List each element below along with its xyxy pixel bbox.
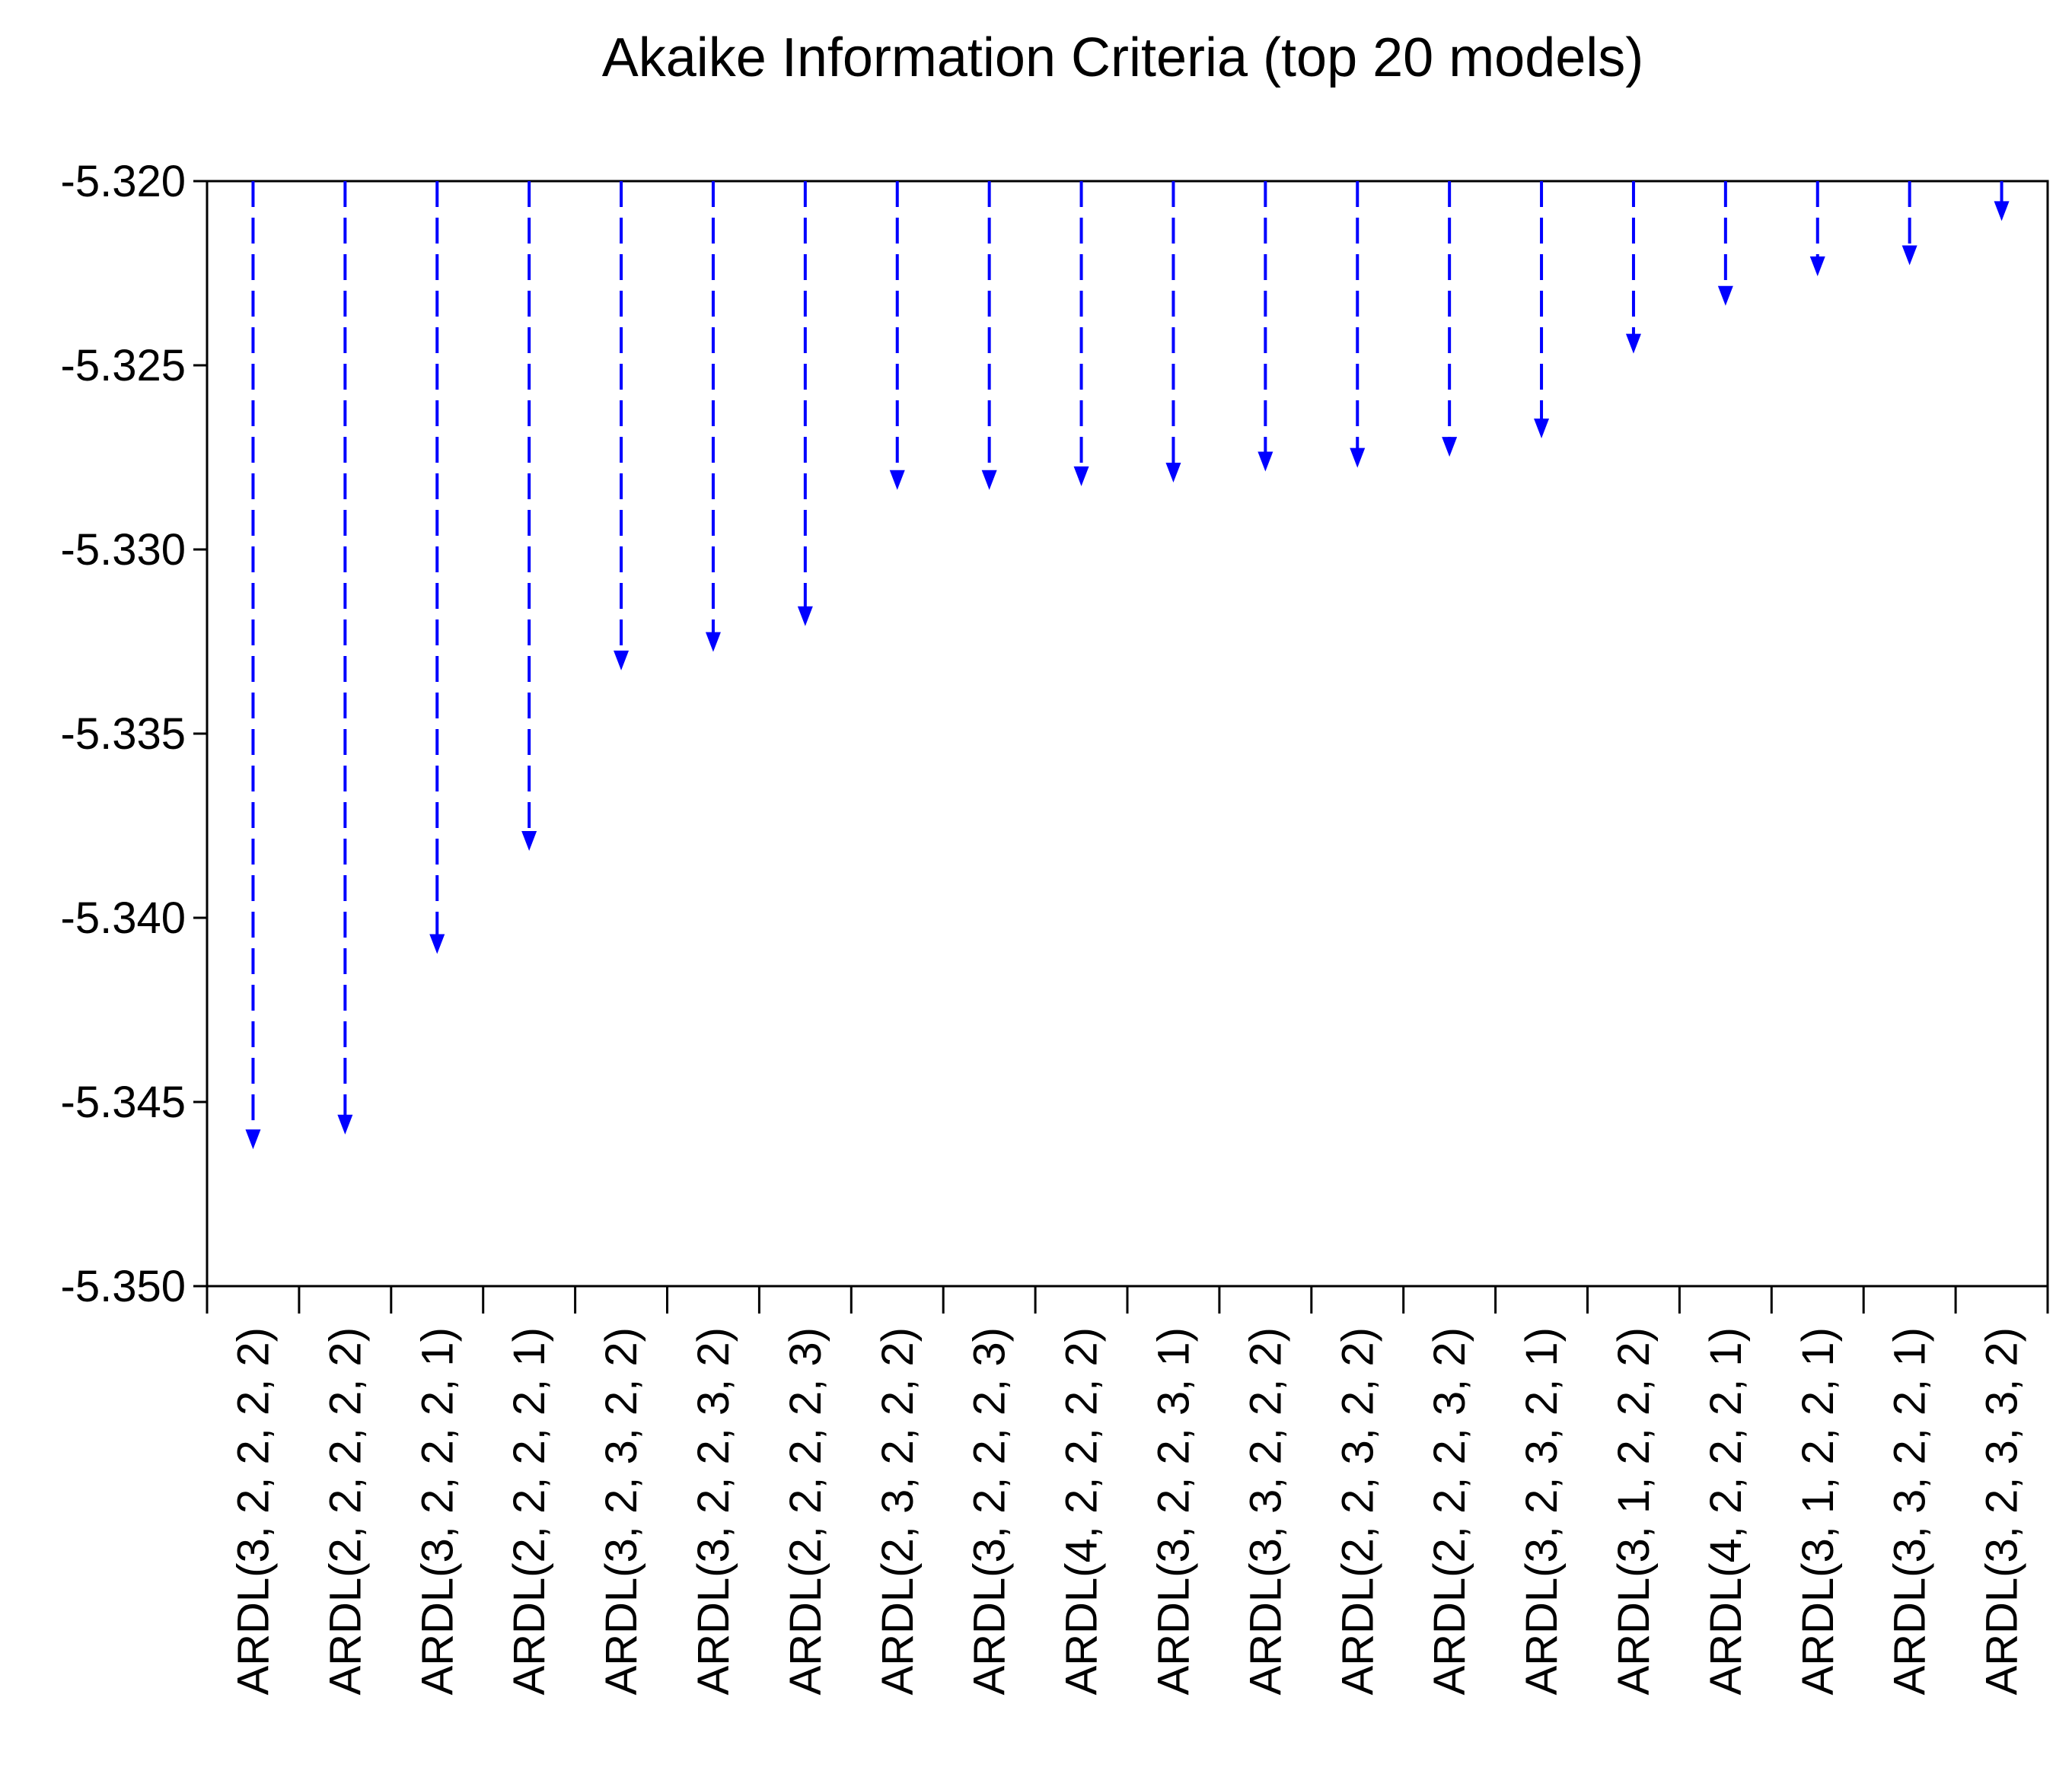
x-category-label: ARDL(2, 2, 3, 2, 2) xyxy=(1333,1327,1382,1696)
y-tick-label: -5.335 xyxy=(61,709,186,759)
x-axis: ARDL(3, 2, 2, 2, 2) ARDL(2, 2, 2, 2, 2) AR… xyxy=(206,1286,2049,1696)
x-category-label: ARDL(2, 3, 2, 2, 2) xyxy=(873,1327,923,1696)
x-category-label: ARDL(3, 2, 2, 2, 2) xyxy=(228,1327,278,1696)
aic-mark xyxy=(1350,181,1366,468)
aic-mark xyxy=(1625,181,1641,354)
x-category-label: ARDL(3, 3, 2, 2, 2) xyxy=(1241,1327,1290,1696)
aic-arrowhead xyxy=(1258,451,1273,472)
x-category-label: ARDL(3, 2, 3, 2, 1) xyxy=(1517,1327,1567,1696)
aic-mark xyxy=(1442,181,1458,457)
x-category-label: ARDL(3, 1, 2, 2, 2) xyxy=(1609,1327,1659,1696)
aic-arrowhead xyxy=(981,470,997,490)
y-tick-label: -5.325 xyxy=(61,341,186,390)
aic-arrowhead xyxy=(614,650,630,670)
aic-arrowhead xyxy=(1717,285,1733,306)
aic-arrowhead xyxy=(1901,245,1917,266)
aic-mark xyxy=(1717,181,1733,306)
aic-mark xyxy=(1534,181,1550,438)
x-category-label: ARDL(3, 2, 3, 2, 2) xyxy=(597,1327,646,1696)
y-tick-label: -5.350 xyxy=(61,1262,186,1311)
x-category-label: ARDL(3, 1, 2, 2, 1) xyxy=(1793,1327,1843,1696)
aic-arrowhead xyxy=(245,1129,261,1150)
aic-mark xyxy=(429,181,445,954)
x-category-label: ARDL(3, 2, 3, 3, 2) xyxy=(1978,1327,2027,1696)
aic-arrowhead xyxy=(1165,463,1181,483)
aic-arrowhead xyxy=(797,606,813,626)
x-category-label: ARDL(3, 2, 2, 3, 1) xyxy=(1149,1327,1198,1696)
aic-mark xyxy=(337,181,353,1135)
aic-mark xyxy=(1165,181,1181,483)
x-category-label: ARDL(4, 2, 2, 2, 1) xyxy=(1701,1327,1751,1696)
plot-frame xyxy=(206,180,2049,1288)
data-marks xyxy=(245,181,2010,1150)
x-category-label: ARDL(2, 2, 2, 2, 1) xyxy=(505,1327,554,1696)
x-category-label: ARDL(2, 2, 2, 3, 2) xyxy=(1425,1327,1474,1696)
x-category-label: ARDL(2, 2, 2, 2, 2) xyxy=(320,1327,370,1696)
aic-arrowhead xyxy=(429,934,445,954)
x-category-label: ARDL(3, 3, 2, 2, 1) xyxy=(1886,1327,1935,1696)
aic-arrowhead xyxy=(1625,333,1641,354)
aic-arrowhead xyxy=(1073,466,1089,486)
aic-mark xyxy=(705,181,721,652)
aic-arrowhead xyxy=(1442,437,1458,457)
aic-mark xyxy=(614,181,630,670)
aic-arrowhead xyxy=(705,632,721,652)
x-category-label: ARDL(3, 2, 2, 2, 1) xyxy=(413,1327,462,1696)
aic-arrowhead xyxy=(1534,418,1550,438)
y-tick-label: -5.345 xyxy=(61,1078,186,1127)
aic-arrowhead xyxy=(1994,201,2010,221)
aic-mark xyxy=(521,181,537,852)
x-category-label: ARDL(2, 2, 2, 2, 3) xyxy=(781,1327,830,1696)
y-axis: -5.320 -5.325 -5.330 -5.335 -5.340 -5.345 -5.3… xyxy=(61,157,207,1311)
aic-arrowhead xyxy=(1350,447,1366,468)
chart-title: Akaike Information Criteria (top 20 mode… xyxy=(602,27,1644,88)
aic-arrowhead xyxy=(337,1114,353,1135)
aic-mark xyxy=(1073,181,1089,486)
aic-mark xyxy=(889,181,905,490)
aic-arrowhead xyxy=(521,831,537,852)
aic-arrowhead xyxy=(889,470,905,490)
y-tick-label: -5.340 xyxy=(61,893,186,943)
x-category-label: ARDL(3, 2, 2, 3, 2) xyxy=(689,1327,738,1696)
aic-mark xyxy=(981,181,997,490)
aic-mark xyxy=(1901,181,1917,266)
aic-mark xyxy=(797,181,813,626)
aic-arrowhead xyxy=(1809,256,1825,276)
y-tick-label: -5.330 xyxy=(61,525,186,575)
x-category-label: ARDL(4, 2, 2, 2, 2) xyxy=(1057,1327,1107,1696)
x-category-label: ARDL(3, 2, 2, 2, 3) xyxy=(965,1327,1015,1696)
aic-mark xyxy=(1809,181,1825,276)
aic-mark xyxy=(1258,181,1273,472)
aic-mark xyxy=(1994,181,2010,221)
y-tick-label: -5.320 xyxy=(61,157,186,206)
aic-mark xyxy=(245,181,261,1150)
